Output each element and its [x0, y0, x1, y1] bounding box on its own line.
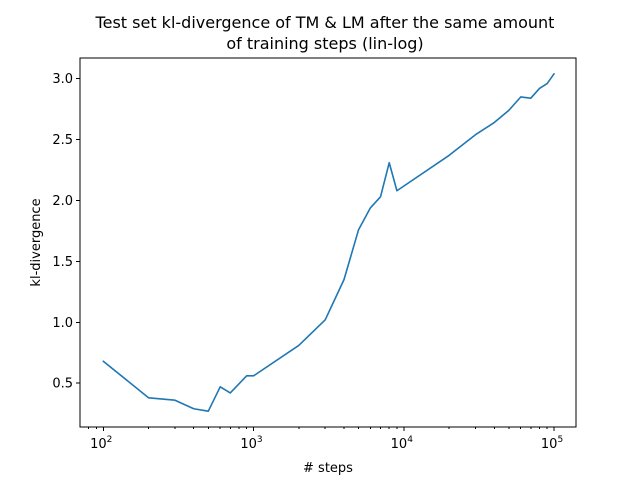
- x-tick-base: 10: [240, 437, 257, 452]
- x-axis-ticks: 102 103 104 105: [88, 427, 563, 452]
- x-tick-label: 102: [90, 435, 112, 452]
- chart-title-line-1: Test set kl-divergence of TM & LM after …: [95, 13, 555, 32]
- chart-title-line-2: of training steps (lin-log): [226, 34, 423, 53]
- plot-area-frame: [79, 57, 577, 428]
- y-tick-label: 3.0: [52, 72, 73, 87]
- x-tick-exponent: 3: [257, 435, 263, 445]
- y-axis-ticks: 0.5 1.0 1.5 2.0 2.5 3.0: [52, 72, 80, 392]
- x-tick-label: 103: [240, 435, 262, 452]
- x-tick-base: 10: [90, 437, 107, 452]
- series-layer: [102, 73, 555, 412]
- x-tick-exponent: 2: [107, 435, 113, 445]
- y-tick-label: 2.5: [52, 133, 73, 148]
- x-tick-exponent: 4: [407, 435, 413, 445]
- y-tick-label: 2.0: [52, 194, 73, 209]
- x-tick-label: 105: [541, 435, 563, 452]
- x-tick-base: 10: [391, 437, 408, 452]
- y-tick-label: 1.5: [52, 255, 73, 270]
- x-axis-label: # steps: [303, 461, 353, 476]
- series-line-0: [102, 73, 555, 412]
- y-tick-label: 0.5: [52, 377, 73, 392]
- x-tick-base: 10: [541, 437, 558, 452]
- x-tick-label: 104: [391, 435, 414, 452]
- x-tick-exponent: 5: [557, 435, 563, 445]
- y-tick-label: 1.0: [52, 316, 73, 331]
- y-axis-label: kl-divergence: [29, 198, 44, 286]
